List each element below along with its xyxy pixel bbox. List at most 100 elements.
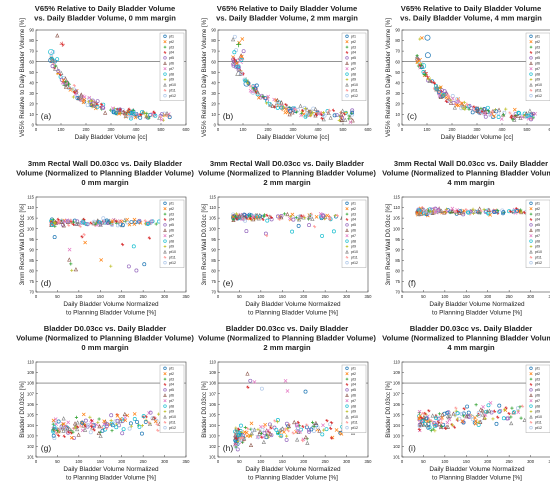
data-point <box>104 218 109 223</box>
x-tick-label: 200 <box>484 459 492 464</box>
x-tick-label: 250 <box>322 459 330 464</box>
data-point <box>508 111 512 115</box>
data-point <box>529 82 533 87</box>
data-point <box>129 424 134 428</box>
legend-label: pt3 <box>169 212 174 216</box>
data-point <box>529 393 533 397</box>
x-tick-label: 100 <box>257 294 265 299</box>
x-axis-label: to Planning Bladder Volume [%] <box>66 310 156 317</box>
data-point <box>281 105 285 109</box>
data-point <box>294 108 298 112</box>
y-axis-label: V65% Relative to Daily Bladder Volume [%… <box>385 18 392 137</box>
data-point <box>81 423 86 428</box>
data-point <box>529 223 533 227</box>
data-point <box>296 214 301 219</box>
data-point <box>345 414 349 419</box>
data-point <box>445 410 450 415</box>
data-point <box>83 418 88 423</box>
x-tick-label: 100 <box>75 294 83 299</box>
data-point <box>469 106 474 111</box>
x-tick-label: 300 <box>474 127 482 132</box>
data-point <box>345 56 349 60</box>
x-tick-label: 0 <box>217 127 220 132</box>
data-point <box>472 105 476 109</box>
data-point <box>447 413 453 418</box>
data-point <box>81 220 86 225</box>
y-tick-label: 104 <box>27 423 35 428</box>
data-point <box>248 88 253 93</box>
data-point <box>98 222 103 227</box>
chart-title: 3mm Rectal Wall D0.03cc vs. Daily Bladde… <box>394 159 548 168</box>
data-point <box>61 416 66 421</box>
data-point <box>447 417 452 422</box>
data-point <box>128 421 133 426</box>
data-point <box>515 406 520 411</box>
data-point <box>261 435 266 440</box>
data-point <box>475 108 480 113</box>
x-tick-label: 500 <box>158 127 166 132</box>
y-tick-label: 109 <box>393 370 401 375</box>
data-point <box>280 426 285 431</box>
data-point <box>529 239 533 243</box>
data-point <box>433 424 438 428</box>
data-point <box>268 431 273 436</box>
data-point <box>529 383 533 386</box>
data-point <box>454 406 458 410</box>
data-point <box>67 86 72 90</box>
data-point <box>299 113 303 118</box>
data-point <box>246 427 250 431</box>
data-point <box>424 416 429 421</box>
data-point <box>440 425 444 429</box>
data-point <box>66 420 71 425</box>
data-point <box>529 245 533 248</box>
data-point <box>496 115 501 119</box>
data-point <box>75 95 80 100</box>
y-tick-label: 70 <box>29 290 34 295</box>
data-point <box>529 207 533 211</box>
y-tick-label: 103 <box>27 433 35 438</box>
legend-label: pt7 <box>169 234 174 238</box>
chart-title: 0 mm margin <box>81 178 129 187</box>
data-point <box>89 99 93 104</box>
data-point <box>234 61 239 66</box>
data-point <box>345 67 349 71</box>
chart-title: Bladder D0.03cc vs. Daily Bladder <box>410 324 532 333</box>
legend-label: pt3 <box>351 212 356 216</box>
data-point <box>163 234 167 238</box>
legend-label: pt4 <box>351 51 356 55</box>
data-point <box>471 207 475 211</box>
data-point <box>529 78 533 81</box>
data-point <box>345 388 349 392</box>
data-point <box>55 57 60 62</box>
x-tick-label: 600 <box>549 127 550 132</box>
data-point <box>239 71 243 76</box>
y-tick-label: 80 <box>211 268 216 273</box>
data-point <box>256 427 260 432</box>
data-point <box>231 217 236 223</box>
data-point <box>512 107 517 112</box>
data-point <box>244 229 249 234</box>
data-point <box>459 101 464 106</box>
data-point <box>529 72 533 76</box>
data-point <box>109 108 113 112</box>
data-point <box>483 416 487 421</box>
y-tick-label: 106 <box>209 402 217 407</box>
data-point <box>163 239 167 243</box>
legend-label: pt5 <box>351 388 356 392</box>
data-point <box>499 117 504 121</box>
data-point <box>266 94 270 99</box>
legend-label: pt5 <box>351 56 356 60</box>
y-tick-label: 95 <box>211 237 216 242</box>
data-point <box>76 425 80 429</box>
data-point <box>49 52 54 57</box>
data-point <box>305 440 310 445</box>
data-point <box>298 430 303 434</box>
data-point <box>120 242 125 247</box>
x-tick-label: 350 <box>549 294 550 299</box>
x-tick-label: 150 <box>97 294 105 299</box>
data-point <box>285 434 289 438</box>
data-point <box>315 425 320 430</box>
data-point <box>101 216 106 221</box>
data-point <box>51 418 56 423</box>
data-point <box>529 234 533 238</box>
